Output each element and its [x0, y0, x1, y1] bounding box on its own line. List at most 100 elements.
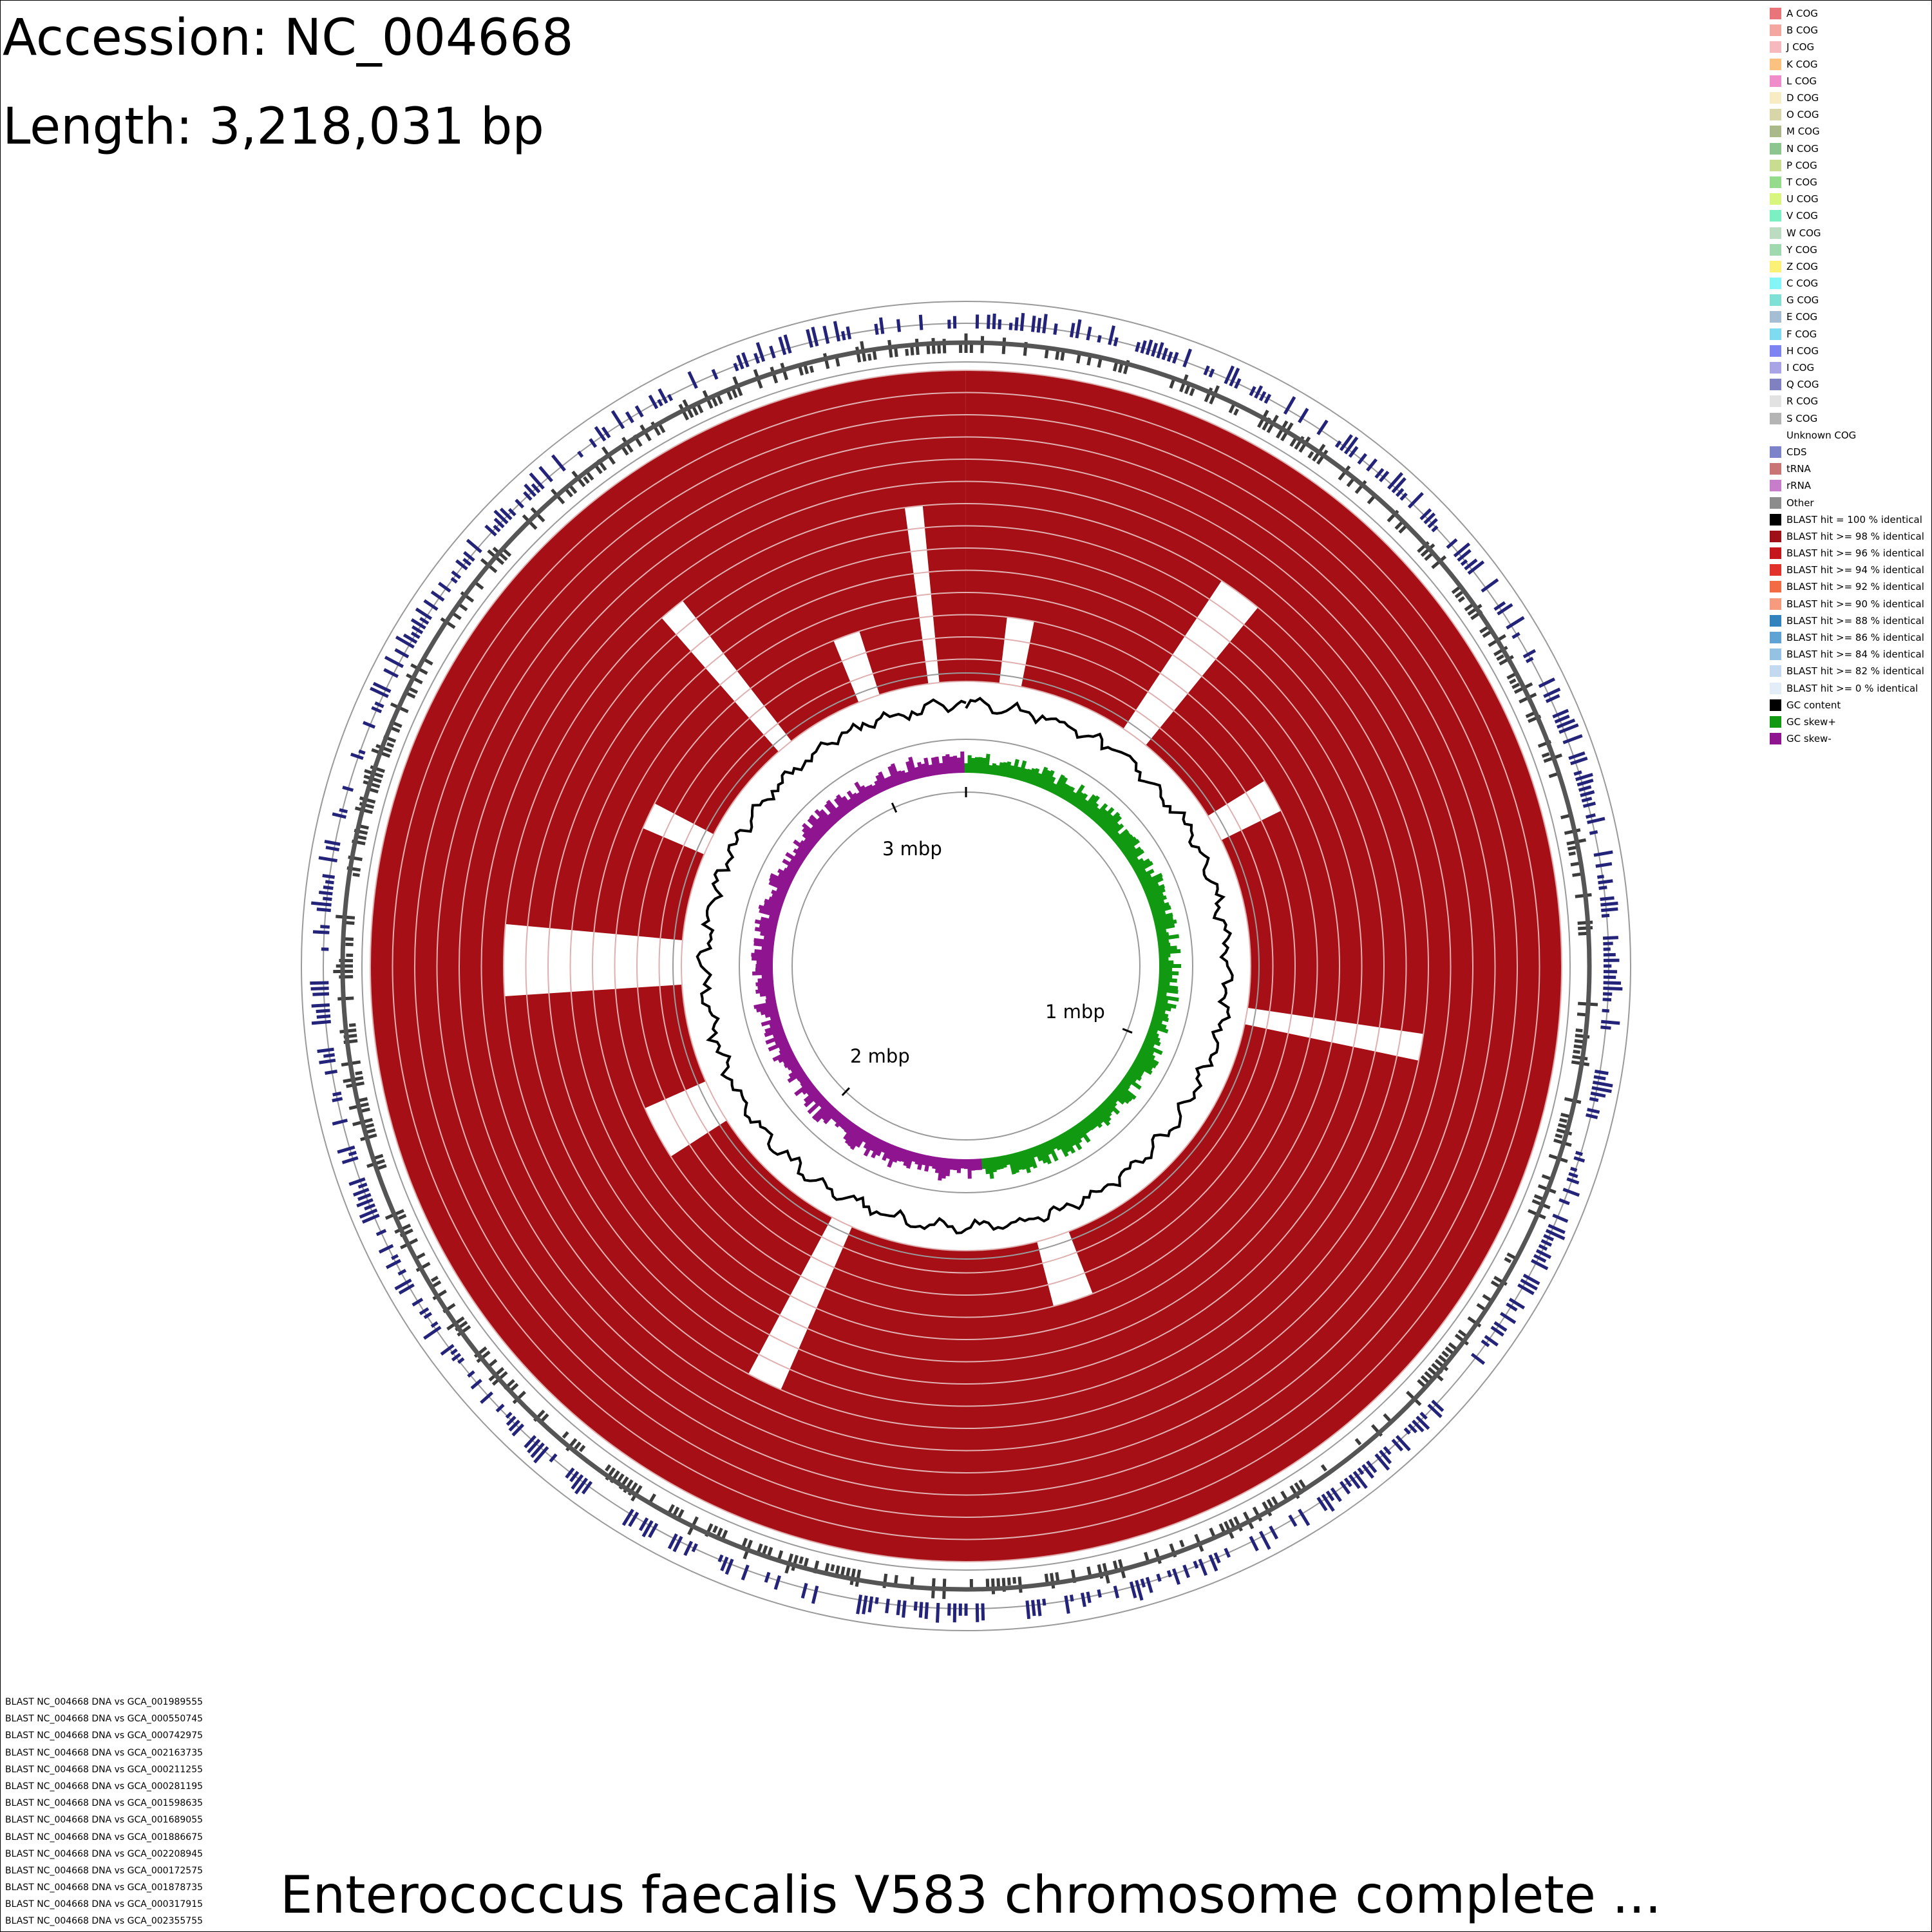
legend-label: M COG [1786, 126, 1820, 138]
cds-feature [463, 551, 475, 562]
blast-ring [570, 570, 1362, 1362]
gc-skew-bar [1063, 786, 1075, 802]
legend-swatch [1770, 429, 1781, 441]
gc-skew-bar [1017, 760, 1027, 781]
cds-feature [1545, 1229, 1566, 1240]
cds-feature [581, 1481, 593, 1495]
cds-feature [1590, 1091, 1606, 1098]
legend-item: Q COG [1770, 376, 1931, 393]
legend-swatch [1770, 24, 1781, 37]
blast-ring-separator [547, 547, 1385, 1385]
gc-skew-bar [1142, 882, 1159, 893]
gc-skew-bar [1139, 1048, 1156, 1060]
cds-feature [731, 388, 738, 399]
gc-skew-bar [786, 865, 799, 875]
cds-feature [1570, 861, 1580, 867]
cds-feature [450, 1348, 458, 1356]
gc-skew-bar [1155, 1001, 1177, 1009]
cds-feature [1233, 1516, 1244, 1532]
cds-feature [1504, 1257, 1512, 1264]
cds-feature [324, 839, 341, 846]
gc-skew-bar [753, 942, 774, 948]
gc-skew-bar [751, 952, 773, 958]
blast-track-label: BLAST NC_004668 DNA vs GCA_001598635 [5, 1798, 204, 1809]
gc-skew-bar [1108, 823, 1124, 838]
legend-item: BLAST hit >= 86 % identical [1770, 629, 1931, 646]
legend-label: rRNA [1786, 480, 1812, 492]
cds-feature [822, 353, 830, 369]
gc-skew-bar [878, 771, 889, 791]
guide-circle [672, 672, 1260, 1260]
gc-skew-bar [1151, 1017, 1163, 1025]
gc-skew-bar [759, 909, 780, 918]
cds-feature [1431, 1399, 1444, 1412]
cds-feature [1572, 1055, 1588, 1061]
cds-feature [833, 321, 841, 342]
cds-feature [1044, 1573, 1049, 1582]
gc-skew-bar [835, 794, 851, 813]
legend-swatch [1770, 513, 1781, 526]
gc-skew-bar [841, 1119, 851, 1131]
gc-skew-bar [911, 1152, 918, 1162]
cds-feature [1586, 813, 1596, 819]
cds-feature [913, 1601, 918, 1611]
legend-label: Q COG [1786, 379, 1819, 391]
legend-label: C COG [1786, 278, 1819, 290]
gc-skew-bar [1139, 874, 1152, 884]
cds-feature [1578, 931, 1588, 936]
scale-tick [1122, 1028, 1133, 1034]
cds-feature [1496, 654, 1504, 661]
scale-label-1mbp: 1 mbp [1045, 1001, 1105, 1023]
cds-feature [720, 1556, 729, 1571]
gc-skew-bar [1010, 1153, 1019, 1173]
legend-swatch [1770, 530, 1781, 542]
cds-feature [1560, 1112, 1569, 1118]
cds-feature [667, 1533, 678, 1549]
cds-feature [1522, 1273, 1540, 1285]
gc-skew-bar [1145, 887, 1166, 899]
cds-feature [1603, 942, 1613, 945]
cds-feature [937, 345, 941, 354]
gc-skew-bar [1155, 998, 1168, 1004]
gc-skew-bar [863, 1133, 875, 1150]
gc-skew-bar [974, 757, 979, 773]
gc-skew-bar [848, 798, 857, 809]
cds-feature [1075, 319, 1082, 339]
legend-swatch [1770, 480, 1781, 492]
cds-feature [1357, 453, 1368, 465]
cds-feature [791, 1555, 799, 1571]
legend-label: BLAST hit >= 96 % identical [1786, 547, 1924, 560]
cds-feature [512, 1390, 526, 1405]
legend-swatch [1770, 294, 1781, 307]
cds-feature [1179, 1539, 1185, 1548]
gc-skew-bar [1142, 1039, 1155, 1048]
cds-feature [1069, 323, 1075, 337]
legend-swatch [1770, 75, 1781, 87]
cds-feature [1454, 591, 1463, 599]
cds-feature [1431, 525, 1439, 533]
gc-skew-bar [785, 851, 804, 866]
gc-skew-bar [928, 764, 934, 777]
legend-item: S COG [1770, 410, 1931, 427]
gc-skew-bar [1133, 1057, 1153, 1071]
gc-skew-bar [1017, 1151, 1027, 1170]
cds-feature [1493, 601, 1506, 611]
blast-gap [1244, 1007, 1424, 1061]
gc-skew-bar [1125, 846, 1142, 860]
cds-feature [753, 352, 761, 364]
gc-skew-bar [756, 1004, 778, 1013]
legend-swatch [1770, 598, 1781, 610]
cds-feature [358, 749, 366, 755]
blast-ring-separator [414, 414, 1518, 1518]
cds-feature [1018, 1577, 1023, 1593]
gc-skew-bar [1155, 923, 1175, 931]
gc-skew-bar [855, 1130, 869, 1148]
cds-feature [1307, 451, 1314, 459]
gc-skew-bar [768, 880, 790, 893]
gc-skew-bar [1091, 803, 1108, 822]
legend-item: W COG [1770, 224, 1931, 241]
cds-feature [1182, 1564, 1190, 1578]
cds-feature [1577, 920, 1593, 925]
gc-skew-bar [960, 751, 965, 773]
gc-skew-bar [1135, 1055, 1157, 1069]
